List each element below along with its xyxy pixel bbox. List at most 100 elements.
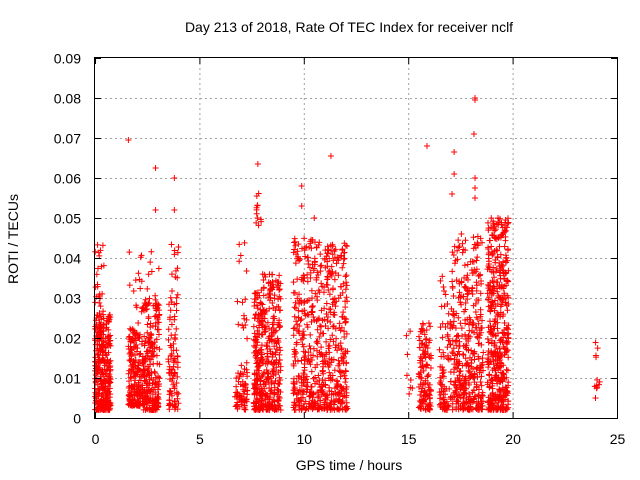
data-point [486, 294, 493, 301]
data-point [135, 379, 142, 386]
data-point [293, 391, 300, 398]
data-point [425, 339, 432, 346]
data-point [501, 345, 508, 352]
data-point [504, 220, 511, 227]
data-point [451, 149, 458, 155]
data-point [455, 294, 462, 301]
data-point [167, 294, 174, 301]
data-point [319, 283, 326, 290]
data-point [275, 369, 282, 376]
data-point [99, 290, 106, 297]
data-point [242, 406, 249, 413]
data-point [456, 381, 463, 388]
data-point [475, 355, 482, 362]
data-point [92, 354, 99, 361]
data-point [328, 272, 335, 279]
data-point [445, 352, 452, 359]
data-point [461, 399, 468, 406]
data-point [296, 373, 303, 380]
data-point [323, 338, 330, 345]
data-point [147, 387, 154, 394]
data-point [592, 352, 599, 359]
data-point [92, 379, 99, 386]
data-point [170, 340, 177, 347]
data-point [126, 396, 133, 403]
data-point [315, 372, 322, 379]
data-point [105, 405, 112, 412]
data-point [493, 265, 500, 272]
data-point [478, 373, 485, 380]
data-point [427, 388, 434, 395]
data-point [174, 291, 181, 298]
data-point [308, 245, 315, 252]
data-point [419, 363, 426, 370]
data-point [436, 401, 443, 408]
data-point [326, 342, 333, 349]
data-point [451, 171, 458, 177]
x-tick-label: 0 [92, 431, 100, 447]
data-point [301, 332, 308, 339]
data-point [239, 383, 246, 390]
data-point [107, 342, 114, 349]
data-point [238, 362, 245, 369]
data-point [296, 291, 303, 298]
data-point [132, 277, 139, 284]
data-point [149, 353, 156, 360]
data-point [335, 357, 342, 364]
data-point [342, 379, 349, 386]
data-point [427, 355, 434, 362]
data-point [296, 322, 303, 329]
data-point [94, 241, 101, 248]
data-point [499, 378, 506, 385]
data-point [253, 355, 260, 362]
data-point [259, 355, 266, 362]
data-point [450, 389, 457, 396]
data-point [425, 320, 432, 327]
data-point [243, 366, 250, 373]
data-point [173, 325, 180, 332]
data-point [329, 332, 336, 339]
data-point [485, 258, 492, 265]
data-point [326, 291, 333, 298]
data-point [301, 364, 308, 371]
data-point [441, 303, 448, 310]
y-tick-label: 0.03 [54, 291, 81, 307]
data-point [253, 342, 260, 349]
data-point [304, 324, 311, 331]
data-point [295, 307, 302, 314]
data-point [464, 287, 471, 294]
data-point [427, 364, 434, 371]
data-point [96, 299, 103, 306]
data-point [423, 362, 430, 369]
data-point [422, 336, 429, 343]
data-point [290, 387, 297, 394]
data-point [268, 330, 275, 337]
data-point [484, 399, 491, 406]
data-point [312, 380, 319, 387]
data-point [485, 364, 492, 371]
data-point [462, 385, 469, 392]
data-point [332, 246, 339, 253]
data-point [307, 269, 314, 276]
data-point [470, 396, 477, 403]
data-point [100, 391, 107, 398]
data-point [472, 300, 479, 307]
data-point [298, 382, 305, 389]
data-point [303, 383, 310, 390]
data-point [456, 243, 463, 250]
data-point [303, 373, 310, 380]
data-point [308, 383, 315, 390]
data-point [263, 366, 270, 373]
data-point [472, 268, 479, 275]
y-tick-labels: 0 0.01 0.02 0.03 0.04 0.05 0.06 0.07 0.08 0.09 [54, 51, 81, 427]
data-point [296, 330, 303, 337]
data-point [459, 362, 466, 369]
data-point [316, 239, 323, 246]
data-point [92, 393, 99, 400]
data-point [309, 304, 316, 311]
data-point [133, 388, 140, 395]
data-point [276, 272, 283, 279]
data-point [254, 375, 261, 382]
data-point [140, 406, 147, 413]
data-point [314, 401, 321, 408]
